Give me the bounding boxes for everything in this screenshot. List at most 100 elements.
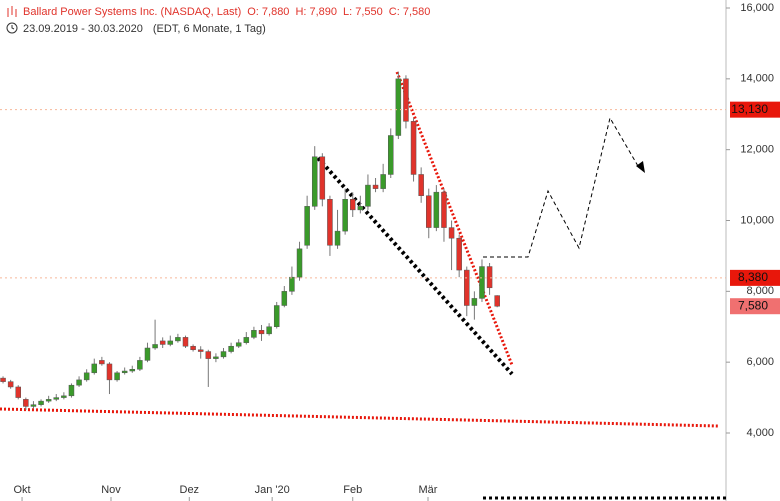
candle-body <box>152 344 158 349</box>
candle-body <box>334 230 341 246</box>
candle-body <box>464 269 470 306</box>
forecast-path <box>483 116 639 258</box>
candle-body <box>304 206 310 246</box>
candle-body <box>456 237 462 271</box>
candle-body <box>258 330 265 335</box>
candle-body <box>433 191 440 228</box>
candle-body <box>175 337 181 342</box>
y-tick-label: 16,000 <box>740 2 774 14</box>
candle-body <box>342 199 348 232</box>
ohlc-label: H: 7,890 <box>295 6 337 18</box>
y-tick-label: 4,000 <box>746 427 774 439</box>
chart-title: Ballard Power Systems Inc. (NASDAQ, Last… <box>23 6 241 18</box>
candle-body <box>471 298 478 306</box>
candle-body <box>83 372 90 381</box>
candle-body <box>213 356 219 359</box>
x-tick-label: Nov <box>101 484 121 496</box>
ohlc-label: C: 7,580 <box>389 6 431 18</box>
candle-body <box>190 345 196 351</box>
subtitle: 23.09.2019 - 30.03.2020 (EDT, 6 Monate, 1… <box>23 23 266 35</box>
ohlc-label: L: 7,550 <box>343 6 383 18</box>
chart-icon <box>7 6 17 17</box>
candle-body <box>426 195 432 228</box>
candle-body <box>327 199 333 246</box>
candle-body <box>137 360 143 370</box>
price-tag <box>730 101 780 118</box>
clock-icon <box>6 22 18 34</box>
candle-body <box>15 386 21 398</box>
x-tick-label: Feb <box>343 484 362 496</box>
candle-body <box>486 266 493 289</box>
x-tick-label: Mär <box>419 484 438 496</box>
candle-body <box>205 351 212 359</box>
candle-body <box>38 400 44 405</box>
candle-body <box>121 370 128 374</box>
candle-body <box>99 360 105 365</box>
candle-body <box>53 397 60 400</box>
ohlc-label: O: 7,880 <box>247 6 289 18</box>
price-tag <box>730 269 780 286</box>
candle-body <box>144 347 151 361</box>
candle-body <box>68 384 75 397</box>
candle-body <box>106 363 113 381</box>
candle-body <box>197 349 204 352</box>
candle-body <box>0 377 6 382</box>
range-note: (EDT, 6 Monate, 1 Tag) <box>153 23 266 35</box>
y-tick-label: 6,000 <box>746 356 774 368</box>
candle-body <box>266 326 272 335</box>
candle-body <box>167 340 174 345</box>
trend-line <box>316 156 514 376</box>
candle-body <box>251 330 257 338</box>
candle-body <box>380 174 386 189</box>
candle-body <box>311 156 318 207</box>
candle-body <box>30 404 37 407</box>
candle-body <box>45 399 52 402</box>
candle-body <box>281 291 288 306</box>
header: Ballard Power Systems Inc. (NASDAQ, Last… <box>23 6 430 18</box>
date-range: 23.09.2019 - 30.03.2020 <box>23 23 143 35</box>
candle-body <box>61 395 67 398</box>
candle-body <box>357 206 364 211</box>
y-tick-label: 14,000 <box>740 73 774 85</box>
candle-body <box>296 248 303 278</box>
candle-body <box>23 399 29 407</box>
candle-body <box>418 174 424 196</box>
candle-body <box>289 276 295 292</box>
candle-body <box>494 295 500 307</box>
candle-body <box>403 78 409 122</box>
y-tick-label: 8,000 <box>746 285 774 297</box>
candle-body <box>220 351 227 358</box>
candle-body <box>387 135 394 175</box>
price-tag <box>730 298 780 315</box>
candle-body <box>273 305 280 328</box>
candle-body <box>243 337 250 343</box>
x-tick-label: Jan '20 <box>255 484 290 496</box>
candle-body <box>349 199 356 211</box>
candle-body <box>159 340 166 345</box>
price-tag-label: 13,130 <box>731 102 768 116</box>
trend-line <box>395 71 514 366</box>
x-tick-label: Okt <box>13 484 30 496</box>
candle-body <box>395 78 402 136</box>
candle-body <box>410 121 417 175</box>
candle-body <box>114 372 120 381</box>
price-tag-label: 7,580 <box>738 298 768 312</box>
candle-body <box>372 184 379 189</box>
candle-body <box>441 191 447 228</box>
candle-body <box>91 363 98 374</box>
candle-body <box>129 369 136 372</box>
candle-body <box>448 227 455 239</box>
forecast-arrow <box>636 161 645 173</box>
candle-body <box>182 337 189 347</box>
candle-body <box>235 342 242 347</box>
clock-icon <box>11 25 15 30</box>
y-tick-label: 10,000 <box>740 214 774 226</box>
candle-body <box>319 156 326 200</box>
candle-body <box>479 266 485 299</box>
candle-body <box>7 381 14 388</box>
price-tag-label: 8,380 <box>738 270 768 284</box>
y-tick-label: 12,000 <box>740 144 774 156</box>
candle-body <box>76 379 82 386</box>
